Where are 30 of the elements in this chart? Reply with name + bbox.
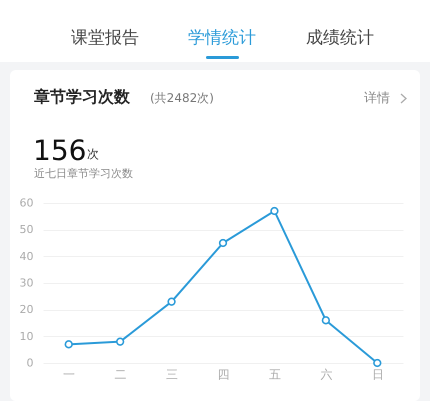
- point: [218, 238, 228, 248]
- y-tick-label: 40: [20, 250, 34, 263]
- point: [167, 298, 176, 306]
- x-tick-label: 日: [372, 368, 384, 382]
- y-tick-label: 60: [20, 196, 34, 210]
- point: [322, 316, 330, 324]
- text: 学情统计: [187, 27, 257, 49]
- y-tick-label: 50: [20, 223, 34, 236]
- y-tick-label: 30: [20, 276, 34, 290]
- x-tick-label: 五: [268, 368, 281, 382]
- y-tick-label: 20: [20, 303, 34, 316]
- x-tick-label: 三: [166, 368, 178, 382]
- text: 次: [87, 146, 99, 163]
- text: 近七日章节学习次数: [34, 166, 133, 181]
- point: [270, 206, 279, 216]
- point: [116, 338, 124, 346]
- y-tick-label: 0: [26, 356, 34, 370]
- x-tick-label: 六: [320, 368, 332, 382]
- point: [373, 358, 382, 368]
- point: [64, 340, 73, 348]
- x-tick-label: 二: [114, 368, 127, 382]
- x-tick-label: 一: [63, 368, 76, 382]
- y-tick-label: 10: [20, 330, 34, 343]
- chart-subtitle: (共2482次): [150, 90, 214, 107]
- x-tick-label: 四: [218, 368, 230, 382]
- text: 156: [33, 134, 86, 167]
- text: 详情: [364, 90, 390, 107]
- text: 成绩统计: [305, 27, 375, 49]
- chart-title: 章节学习次数: [34, 87, 130, 108]
- text: 课堂报告: [70, 27, 140, 49]
